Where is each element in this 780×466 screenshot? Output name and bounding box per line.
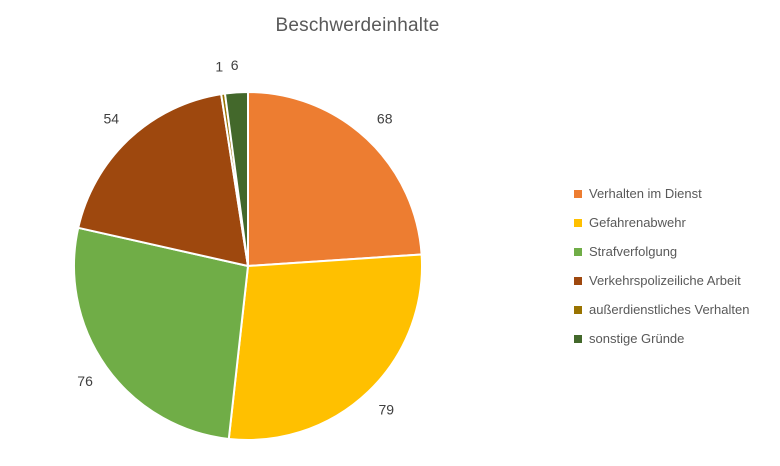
legend-item-strafverfolgung[interactable]: Strafverfolgung: [574, 242, 749, 261]
legend-item-verhalten-im-dienst[interactable]: Verhalten im Dienst: [574, 184, 749, 203]
legend-swatch-icon: [574, 218, 582, 227]
legend-swatch-icon: [574, 276, 582, 285]
legend-item-ausserdienstliches-verhalten[interactable]: außerdienstliches Verhalten: [574, 300, 749, 319]
pie-slice[interactable]: [77, 93, 249, 267]
pie-slice[interactable]: [247, 91, 423, 267]
legend-label: außerdienstliches Verhalten: [589, 302, 750, 317]
pie-slice[interactable]: [223, 91, 249, 267]
legend-label: Strafverfolgung: [589, 244, 678, 259]
data-label: 68: [377, 111, 393, 127]
data-label: 6: [231, 57, 239, 73]
legend-swatch-icon: [574, 334, 582, 343]
pie-slice[interactable]: [227, 253, 424, 441]
legend-swatch-icon: [574, 189, 582, 198]
legend-swatch-icon: [574, 247, 582, 256]
legend-label: Verhalten im Dienst: [589, 186, 702, 201]
legend-item-verkehrspolizeiliche-arbeit[interactable]: Verkehrspolizeiliche Arbeit: [574, 271, 749, 290]
pie-slice[interactable]: [73, 226, 249, 440]
legend-item-sonstige-gruende[interactable]: sonstige Gründe: [574, 329, 749, 348]
legend-swatch-icon: [574, 305, 582, 314]
legend: Verhalten im Dienst Gefahrenabwehr Straf…: [574, 184, 749, 348]
chart-title: Beschwerdeinhalte: [275, 15, 440, 36]
legend-label: Gefahrenabwehr: [589, 215, 686, 230]
legend-label: sonstige Gründe: [589, 331, 685, 346]
data-label: 79: [379, 401, 395, 417]
data-label: 1: [215, 59, 223, 75]
data-label: 76: [77, 373, 93, 389]
legend-item-gefahrenabwehr[interactable]: Gefahrenabwehr: [574, 213, 749, 232]
legend-label: Verkehrspolizeiliche Arbeit: [589, 273, 741, 288]
data-label: 54: [104, 111, 120, 127]
